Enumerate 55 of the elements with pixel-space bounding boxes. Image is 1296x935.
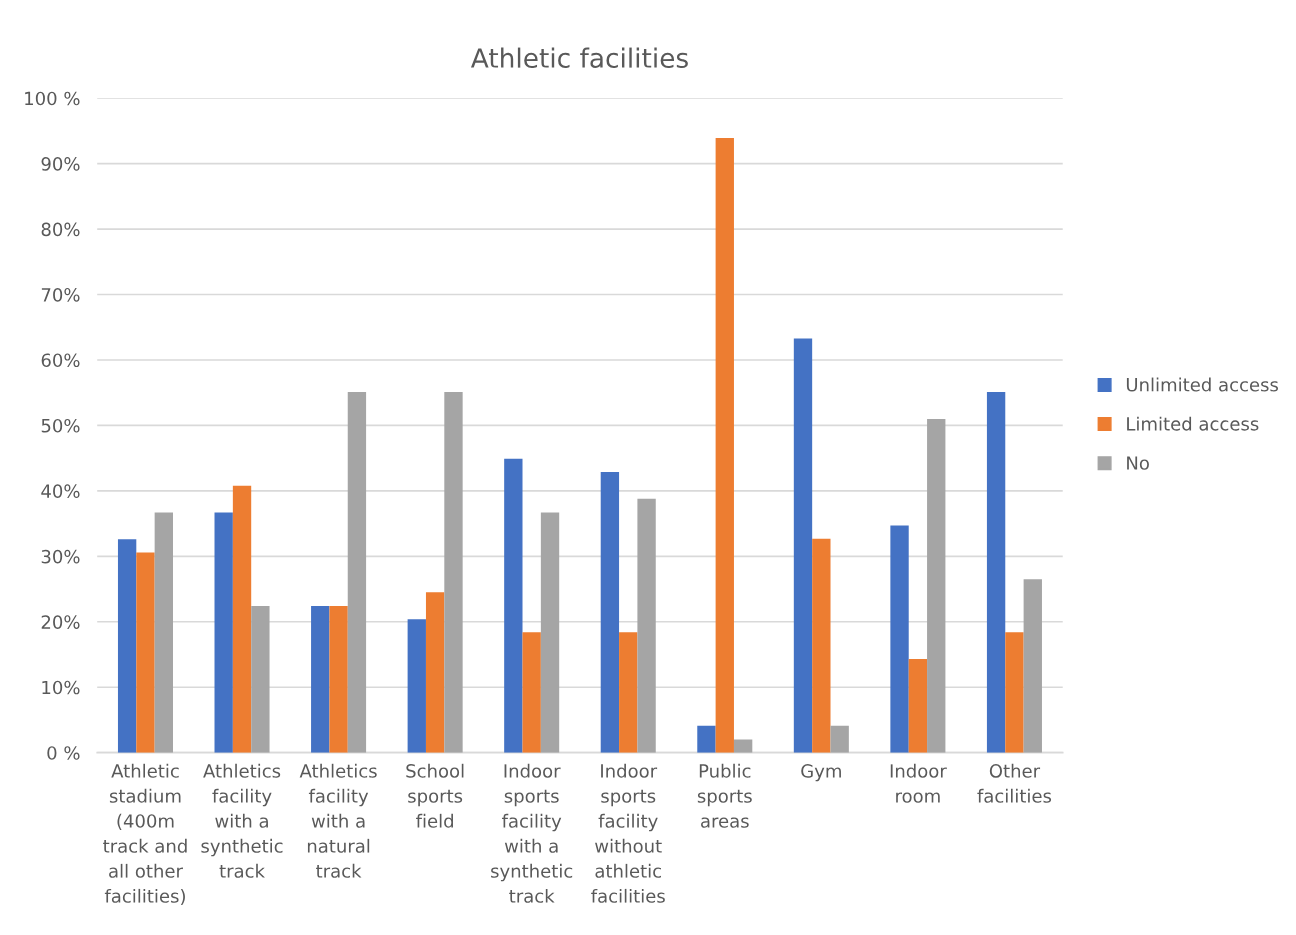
bar xyxy=(890,525,909,753)
x-tick-label: Indoor sports facility with a synthetic track xyxy=(491,763,573,903)
bar xyxy=(1023,579,1042,753)
bar xyxy=(540,512,560,753)
y-tick-label: 80% xyxy=(41,222,80,237)
bar xyxy=(1005,632,1024,753)
bar xyxy=(793,338,813,753)
x-tick-label: Indoor sports facility without athletic facilities xyxy=(591,763,665,903)
y-tick-label: 50% xyxy=(41,418,80,433)
y-tick-label: 60% xyxy=(41,353,80,368)
bar xyxy=(733,739,753,753)
bar xyxy=(812,538,831,753)
bar xyxy=(637,498,656,753)
bar xyxy=(927,418,946,753)
bar xyxy=(522,632,541,753)
bar xyxy=(214,512,233,753)
bar xyxy=(425,592,445,753)
bar xyxy=(908,659,928,753)
y-tick-label: 90% xyxy=(41,157,80,171)
bar xyxy=(407,619,426,753)
x-tick-label: School sports field xyxy=(406,763,464,828)
x-tick-label: Athletics facility with a synthetic track xyxy=(201,763,283,878)
bar xyxy=(697,725,716,753)
x-tick-label: Athletic stadium (400m track and all other facilities) xyxy=(103,763,187,905)
y-tick-label: 20% xyxy=(41,615,80,629)
legend-label: Unlimited access xyxy=(1126,377,1279,392)
bar xyxy=(715,138,734,753)
bar xyxy=(136,552,155,753)
y-tick-label: 40% xyxy=(41,484,80,498)
bar xyxy=(600,471,620,753)
bar xyxy=(117,539,137,753)
x-tick-label: Public sports areas xyxy=(697,763,752,828)
x-tick-label: Indoor room xyxy=(890,763,947,803)
bar xyxy=(504,458,523,753)
x-tick-label: Other facilities xyxy=(977,763,1052,803)
bar xyxy=(444,392,463,753)
y-tick-label: 30% xyxy=(41,549,80,564)
bar xyxy=(830,725,849,753)
x-tick-label: Athletics facility with a natural track xyxy=(299,763,377,878)
bar xyxy=(154,512,173,753)
bar xyxy=(232,485,252,753)
legend-label: Limited access xyxy=(1127,416,1259,431)
x-tick-label: Gym xyxy=(801,764,841,782)
bar xyxy=(329,606,348,753)
y-tick-label: 100 % xyxy=(25,91,80,106)
y-tick-label: 0 % xyxy=(47,746,80,760)
y-tick-label: 10% xyxy=(42,680,80,695)
bar xyxy=(251,606,270,753)
y-tick-label: 70% xyxy=(41,287,80,302)
bar xyxy=(619,632,638,753)
bar xyxy=(986,392,1006,753)
legend-label: No xyxy=(1127,456,1149,470)
bar xyxy=(311,606,330,753)
bar xyxy=(347,392,367,753)
chart-title: Athletic facilities xyxy=(470,47,688,68)
